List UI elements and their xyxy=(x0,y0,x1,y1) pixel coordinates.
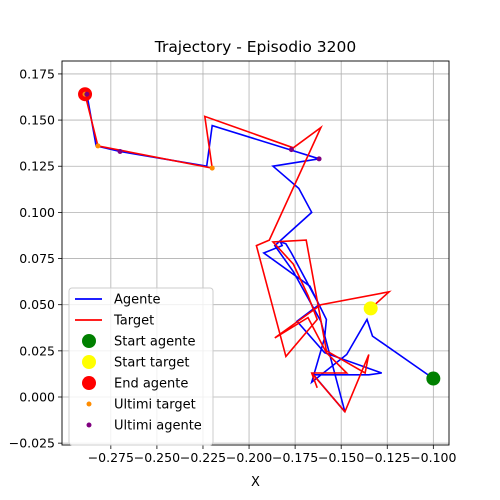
x-tick-label: −0.275 xyxy=(88,450,134,465)
y-tick-label: 0.050 xyxy=(19,297,55,312)
marker-ultimi-agente xyxy=(288,147,294,153)
plot-frame xyxy=(61,60,450,446)
legend-swatch-start-target xyxy=(82,355,96,369)
legend-swatch-ultimi-agente xyxy=(86,422,92,428)
x-tick-label: −0.250 xyxy=(134,450,180,465)
y-tick-label: 0.100 xyxy=(19,205,55,220)
x-tick-label: −0.150 xyxy=(318,450,364,465)
legend-swatch-start-agente xyxy=(82,334,96,348)
legend-swatch-end-agente xyxy=(82,376,96,390)
y-tick-label: 0.175 xyxy=(19,66,55,81)
legend-label-target: Target xyxy=(113,314,154,329)
y-tick-label: 0.125 xyxy=(19,159,55,174)
legend-label-ultimi-target: Ultimi target xyxy=(114,398,196,413)
chart-title: Trajectory - Episodio 3200 xyxy=(154,38,356,56)
legend-label-start-agente: Start agente xyxy=(114,335,195,350)
x-tick-label: −0.100 xyxy=(410,450,456,465)
axis-ticks: −0.275 −0.250 −0.225 −0.200 −0.175 −0.150 −0.1… xyxy=(9,66,457,465)
marker-ultimi-target xyxy=(95,143,101,149)
y-tick-label: −0.025 xyxy=(9,436,55,451)
marker-ultimi-agente xyxy=(117,148,123,154)
marker-ultimi-target xyxy=(209,165,215,171)
y-tick-label: 0.025 xyxy=(19,343,55,358)
x-tick-label: −0.225 xyxy=(180,450,226,465)
legend-box xyxy=(68,287,214,446)
series-line-target xyxy=(84,94,392,414)
marker-start-target xyxy=(363,301,378,316)
y-tick-label: 0.075 xyxy=(19,251,55,266)
legend-label-end-agente: End agente xyxy=(114,377,188,392)
x-tick-label: −0.125 xyxy=(364,450,410,465)
legend-swatch-ultimi-target xyxy=(86,401,92,407)
x-tick-label: −0.200 xyxy=(226,450,272,465)
legend-label-ultimi-agente: Ultimi agente xyxy=(114,419,202,434)
marker-layer xyxy=(78,87,441,386)
y-tick-label: 0.150 xyxy=(19,113,55,128)
marker-start-agente xyxy=(426,371,441,386)
series-layer xyxy=(84,94,434,414)
legend: Agente Target Start agente Start target End … xyxy=(68,287,214,446)
x-tick-label: −0.175 xyxy=(272,450,318,465)
marker-ultimi-agente xyxy=(316,156,322,162)
series-line-agente xyxy=(86,94,434,413)
y-tick-label: 0.000 xyxy=(19,390,55,405)
marker-ultimi-agente xyxy=(84,91,90,97)
legend-label-start-target: Start target xyxy=(114,356,189,371)
legend-label-agente: Agente xyxy=(114,293,160,308)
x-axis-label: X xyxy=(251,475,260,490)
